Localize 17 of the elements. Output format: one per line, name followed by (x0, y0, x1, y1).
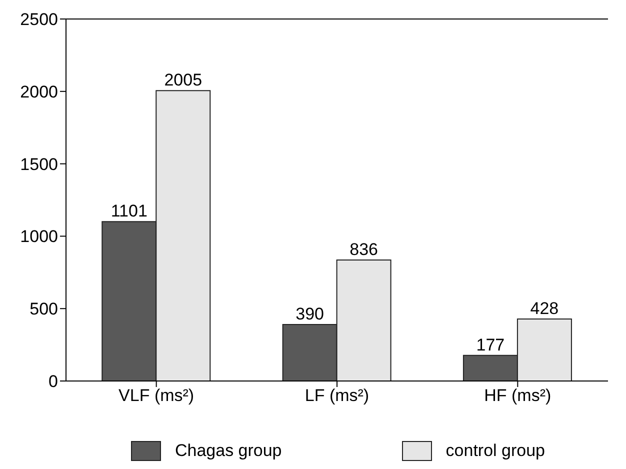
x-tick-label: HF (ms²) (484, 386, 552, 406)
legend-label: control group (446, 441, 546, 461)
data-label: 428 (530, 299, 559, 318)
data-label: 177 (476, 335, 505, 354)
x-tick-label: VLF (ms²) (118, 386, 194, 406)
data-label: 390 (296, 304, 324, 324)
y-tick-label: 0 (48, 372, 58, 392)
y-tick-label: 500 (30, 300, 58, 319)
data-label: 836 (350, 240, 378, 259)
y-tick-label: 1000 (20, 227, 58, 246)
y-tick-label: 1500 (20, 154, 58, 174)
legend-label: Chagas group (174, 441, 282, 461)
y-tick-label: 2000 (20, 82, 58, 102)
data-label: 2005 (164, 70, 202, 90)
data-label: 1101 (110, 202, 148, 221)
y-tick-label: 2500 (20, 10, 58, 30)
x-tick-label: LF (ms²) (304, 386, 370, 406)
